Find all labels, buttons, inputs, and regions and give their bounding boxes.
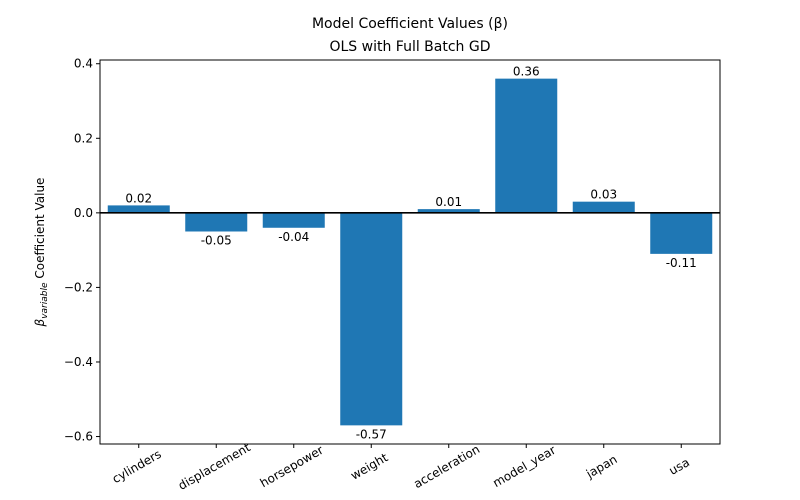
x-tick-label-model_year: model_year — [490, 443, 558, 490]
x-tick-label-weight: weight — [348, 450, 390, 483]
bar-model_year — [495, 78, 558, 213]
x-tick-label-cylinders: cylinders — [110, 447, 164, 486]
bar-cylinders — [107, 205, 170, 213]
bar-horsepower — [262, 212, 325, 228]
x-tick-label-acceleration: acceleration — [411, 442, 482, 491]
y-tick-label: −0.6 — [64, 430, 93, 444]
y-tick-label: 0.2 — [74, 131, 93, 145]
x-tick-label-horsepower: horsepower — [258, 443, 326, 490]
bars-group — [107, 78, 713, 426]
value-label-displacement: -0.05 — [201, 233, 232, 247]
x-axis-ticks: cylinders displacement horsepower weight acc… — [110, 440, 692, 493]
bar-usa — [650, 212, 713, 254]
chart-title-text: Model Coefficient Values (β) — [312, 16, 508, 32]
y-tick-label: 0.4 — [74, 57, 93, 71]
value-label-weight: -0.57 — [356, 427, 387, 441]
value-label-horsepower: -0.04 — [278, 230, 309, 244]
value-label-model_year: 0.36 — [513, 65, 540, 79]
value-label-acceleration: 0.01 — [435, 195, 462, 209]
x-tick-label-japan: japan — [583, 452, 620, 481]
y-tick-label: −0.4 — [64, 355, 93, 369]
value-label-usa: -0.11 — [666, 256, 697, 270]
value-label-japan: 0.03 — [590, 188, 617, 202]
y-tick-label: 0.0 — [74, 206, 93, 220]
value-label-cylinders: 0.02 — [125, 191, 152, 205]
y-axis-ticks: −0.6 −0.4 −0.2 0.0 0.2 0.4 — [64, 57, 100, 444]
bar-weight — [340, 212, 403, 426]
y-axis-label: βvariable Coefficient Value — [33, 178, 50, 328]
bar-acceleration — [417, 209, 480, 213]
y-axis-label-subscript: variable — [40, 282, 50, 319]
y-tick-label: −0.2 — [64, 280, 93, 294]
y-axis-label-suffix: Coefficient Value — [33, 178, 47, 283]
chart-title: Model Coefficient Values (β) — [312, 16, 508, 32]
x-tick-label-displacement: displacement — [176, 440, 253, 493]
value-labels-group: 0.02 -0.05 -0.04 -0.57 0.01 0.36 0.03 -0.11 — [125, 65, 696, 442]
plot-frame — [99, 59, 721, 445]
y-axis-label-symbol: β — [33, 318, 47, 327]
bar-displacement — [185, 212, 248, 232]
chart-subtitle: OLS with Full Batch GD — [329, 39, 490, 55]
x-tick-label-usa: usa — [667, 455, 692, 478]
bar-japan — [572, 201, 635, 213]
